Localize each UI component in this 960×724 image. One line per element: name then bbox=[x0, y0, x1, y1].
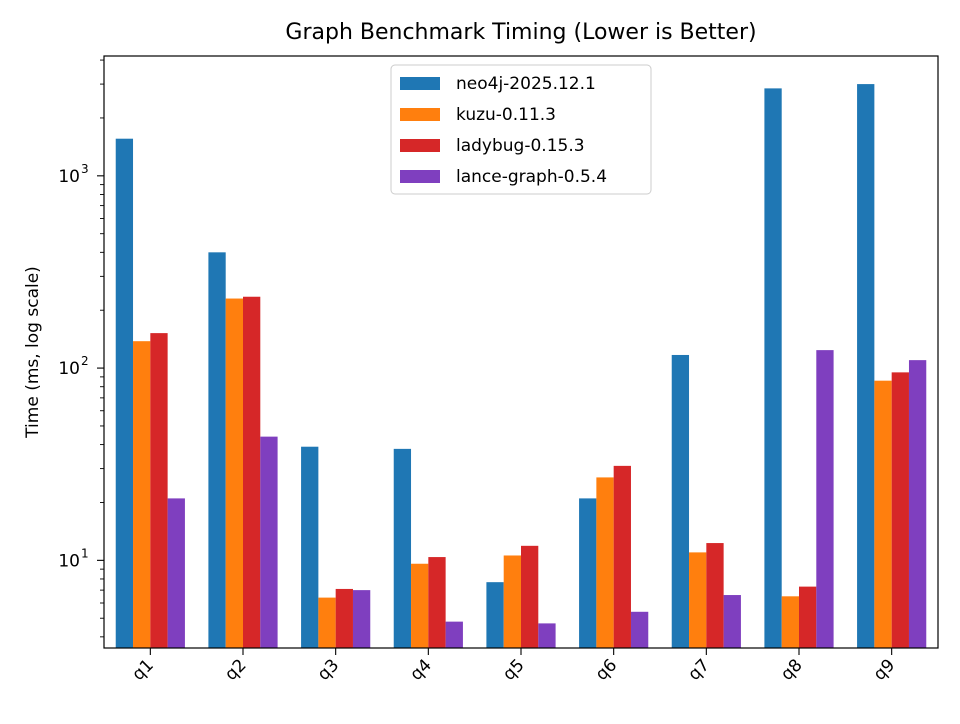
legend-swatch-neo4j-2025.12.1 bbox=[400, 77, 440, 90]
bar-q6-lance-graph-0.5.4 bbox=[630, 611, 649, 648]
bar-q5-neo4j-2025.12.1 bbox=[486, 582, 504, 648]
bar-q9-ladybug-0.15.3 bbox=[891, 372, 909, 648]
x-tick-label-q1: q1 bbox=[128, 655, 157, 684]
bar-q7-lance-graph-0.5.4 bbox=[723, 595, 741, 648]
bar-q2-neo4j-2025.12.1 bbox=[208, 252, 226, 648]
bar-q7-neo4j-2025.12.1 bbox=[671, 354, 690, 648]
bar-q9-neo4j-2025.12.1 bbox=[857, 84, 875, 649]
bars-layer bbox=[115, 84, 927, 649]
bar-q5-ladybug-0.15.3 bbox=[521, 545, 539, 648]
legend-box bbox=[390, 64, 652, 195]
bar-q7-ladybug-0.15.3 bbox=[706, 543, 724, 648]
bar-q8-kuzu-0.11.3 bbox=[781, 596, 799, 648]
bar-q8-neo4j-2025.12.1 bbox=[764, 88, 782, 648]
legend: neo4j-2025.12.1 kuzu-0.11.3 ladybug-0.15.3… bbox=[390, 64, 652, 195]
bar-q5-kuzu-0.11.3 bbox=[503, 555, 521, 648]
bar-q4-neo4j-2025.12.1 bbox=[393, 448, 412, 648]
bar-q9-kuzu-0.11.3 bbox=[874, 380, 892, 648]
y-tick-exponent: 3 bbox=[81, 162, 89, 176]
bar-q2-lance-graph-0.5.4 bbox=[260, 436, 278, 648]
bar-q3-lance-graph-0.5.4 bbox=[352, 590, 371, 648]
y-tick-exponent: 1 bbox=[81, 546, 89, 560]
legend-swatch-kuzu-0.11.3 bbox=[400, 108, 440, 121]
bar-q3-kuzu-0.11.3 bbox=[318, 597, 336, 648]
y-tick-label: 10 bbox=[58, 359, 80, 379]
bar-q6-ladybug-0.15.3 bbox=[613, 465, 631, 648]
legend-label-neo4j-2025.12.1: neo4j-2025.12.1 bbox=[456, 74, 596, 94]
legend-label-lance-graph-0.5.4: lance-graph-0.5.4 bbox=[456, 167, 607, 187]
y-tick-label: 10 bbox=[58, 167, 80, 187]
x-tick-label-q2: q2 bbox=[221, 655, 250, 684]
bar-q4-lance-graph-0.5.4 bbox=[445, 621, 463, 648]
bar-q4-ladybug-0.15.3 bbox=[428, 557, 446, 648]
x-tick-label-q4: q4 bbox=[406, 655, 435, 684]
bar-q6-neo4j-2025.12.1 bbox=[579, 498, 597, 648]
x-tick-label-q9: q9 bbox=[870, 655, 899, 684]
bar-q1-kuzu-0.11.3 bbox=[133, 341, 151, 648]
bar-q7-kuzu-0.11.3 bbox=[689, 552, 707, 648]
legend-label-ladybug-0.15.3: ladybug-0.15.3 bbox=[456, 136, 585, 156]
legend-swatch-ladybug-0.15.3 bbox=[400, 139, 440, 152]
bar-q8-ladybug-0.15.3 bbox=[799, 586, 817, 648]
x-tick-label-q7: q7 bbox=[684, 655, 713, 684]
legend-swatch-lance-graph-0.5.4 bbox=[400, 170, 440, 183]
bar-q8-lance-graph-0.5.4 bbox=[816, 350, 834, 648]
x-tick-label-q5: q5 bbox=[499, 655, 528, 684]
y-tick-label: 10 bbox=[58, 551, 80, 571]
bar-q1-lance-graph-0.5.4 bbox=[167, 498, 185, 648]
bar-q4-kuzu-0.11.3 bbox=[411, 563, 429, 648]
legend-label-kuzu-0.11.3: kuzu-0.11.3 bbox=[456, 105, 556, 125]
y-axis-label: Time (ms, log scale) bbox=[23, 266, 43, 439]
bar-q9-lance-graph-0.5.4 bbox=[908, 360, 927, 648]
x-axis: q1 q2 q3 q4 q5 q6 q7 q8 q9 bbox=[128, 648, 899, 685]
bar-q3-ladybug-0.15.3 bbox=[335, 588, 353, 648]
bar-q6-kuzu-0.11.3 bbox=[596, 477, 614, 648]
bar-q1-neo4j-2025.12.1 bbox=[115, 138, 134, 648]
x-tick-label-q3: q3 bbox=[314, 655, 343, 684]
x-tick-label-q8: q8 bbox=[777, 655, 806, 684]
bar-q2-kuzu-0.11.3 bbox=[225, 298, 243, 648]
bar-q3-neo4j-2025.12.1 bbox=[301, 446, 319, 648]
bar-q5-lance-graph-0.5.4 bbox=[538, 623, 556, 648]
bar-q1-ladybug-0.15.3 bbox=[150, 333, 168, 648]
bar-q2-ladybug-0.15.3 bbox=[243, 296, 261, 648]
y-tick-exponent: 2 bbox=[81, 354, 89, 368]
chart-title: Graph Benchmark Timing (Lower is Better) bbox=[285, 20, 757, 45]
x-tick-label-q6: q6 bbox=[592, 655, 621, 684]
